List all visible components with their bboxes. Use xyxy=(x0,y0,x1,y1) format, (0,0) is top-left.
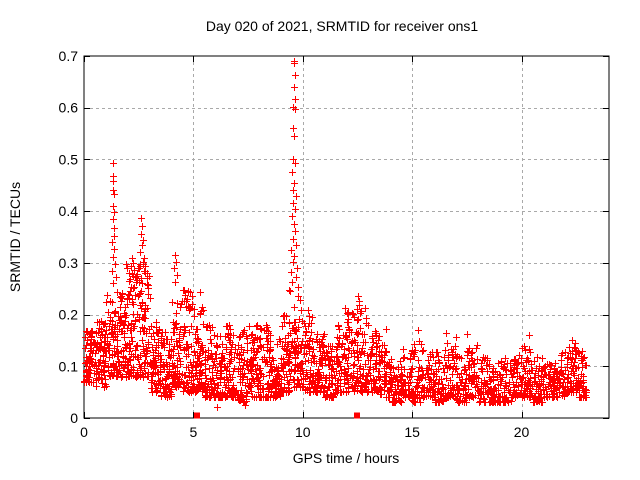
y-tick-label: 0.1 xyxy=(59,358,79,374)
y-tick-label: 0.5 xyxy=(59,151,79,167)
x-tick-label: 5 xyxy=(189,424,197,440)
x-tick-label: 20 xyxy=(514,424,530,440)
plot-border xyxy=(83,55,610,419)
zero-flag-square xyxy=(194,412,200,419)
x-axis-label: GPS time / hours xyxy=(293,450,400,466)
chart-title: Day 020 of 2021, SRMTID for receiver ons… xyxy=(206,18,479,34)
y-tick-label: 0.3 xyxy=(59,255,79,271)
y-tick-labels: 0 0.1 0.2 0.3 0.4 0.5 0.6 0.7 xyxy=(59,48,79,426)
scatter-points xyxy=(81,58,590,411)
zero-flag-square xyxy=(354,412,360,419)
gridlines xyxy=(84,56,609,418)
zero-flag-markers xyxy=(194,412,360,419)
y-tick-label: 0 xyxy=(70,410,78,426)
y-tick-label: 0.7 xyxy=(59,48,79,64)
y-tick-label: 0.6 xyxy=(59,100,79,116)
x-tick-labels: 0 5 10 15 20 xyxy=(80,424,529,440)
y-axis-label: SRMTID / TECUs xyxy=(7,182,23,292)
y-tick-label: 0.4 xyxy=(59,203,79,219)
x-tick-label: 15 xyxy=(404,424,420,440)
x-tick-label: 10 xyxy=(295,424,311,440)
x-tick-label: 0 xyxy=(80,424,88,440)
y-tick-label: 0.2 xyxy=(59,307,79,323)
